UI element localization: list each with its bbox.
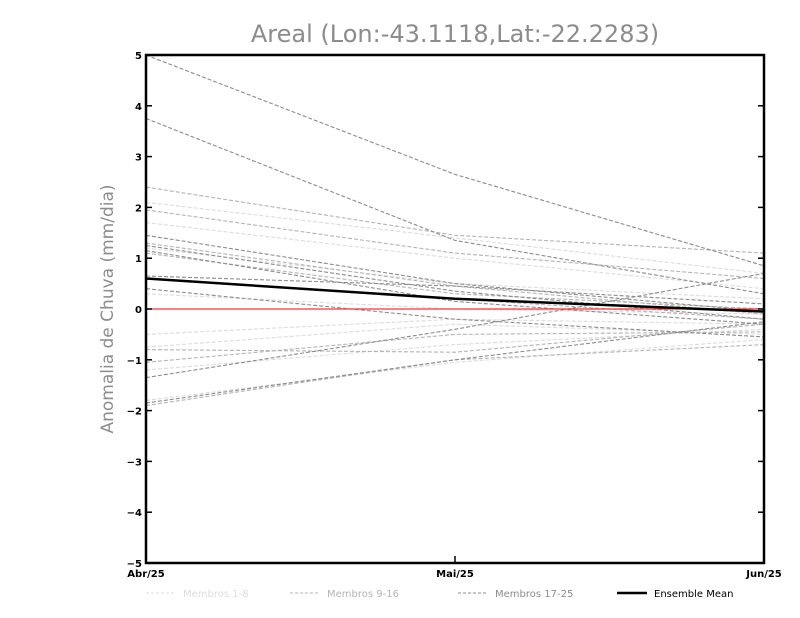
x-tick-label: Jun/25 [745,569,782,580]
member-line-6 [146,323,764,348]
y-tick-label: −1 [127,356,142,367]
member-line-11 [146,242,764,315]
member-line-12 [146,252,764,310]
y-tick-label: −2 [127,407,142,418]
member-line-3 [146,247,764,300]
member-line-17 [146,55,764,267]
y-tick-label: 3 [135,153,142,164]
member-line-10 [146,209,764,280]
member-line-22 [146,275,764,305]
chart-title: Areal (Lon:-43.1118,Lat:-22.2283) [251,20,659,48]
ensemble-mean-line [146,277,764,313]
member-line-21 [146,250,764,325]
y-tick-label: 1 [135,254,142,265]
member-line-18 [146,117,764,295]
y-tick-label: 4 [135,102,142,113]
x-axis: Abr/25 Mai/25 Jun/25 [127,556,782,580]
y-tick-label: −3 [127,457,142,468]
legend-label: Membros 17-25 [495,589,573,600]
member-line-2 [146,222,764,290]
member-line-25 [146,321,764,404]
legend-label: Membros 9-16 [327,589,399,600]
y-axis: −5 −4 −3 −2 −1 0 1 2 3 4 5 [127,51,764,570]
member-line-15 [146,331,764,363]
series-layer [146,55,764,407]
legend: Membros 1-8 Membros 9-16 Membros 17-25 Ense… [146,589,733,600]
y-tick-label: −4 [127,508,142,519]
member-line-9 [146,186,764,254]
member-line-14 [146,323,764,353]
x-tick-label: Abr/25 [127,569,164,580]
member-line-1 [146,201,764,274]
x-tick-label: Mai/25 [436,569,474,580]
y-axis-label: Anomalia de Chuva (mm/dia) [98,184,118,433]
legend-label: Membros 1-8 [183,589,249,600]
y-tick-label: 2 [135,203,142,214]
y-tick-label: −5 [127,559,142,570]
member-line-20 [146,244,764,320]
member-line-23 [146,288,764,338]
member-line-5 [146,318,764,335]
y-tick-label: 0 [135,305,142,316]
legend-label: Ensemble Mean [654,589,733,600]
member-line-8 [146,338,764,401]
member-line-24 [146,272,764,379]
y-tick-label: 5 [135,51,142,62]
mean-layer [146,277,764,313]
member-line-19 [146,234,764,313]
